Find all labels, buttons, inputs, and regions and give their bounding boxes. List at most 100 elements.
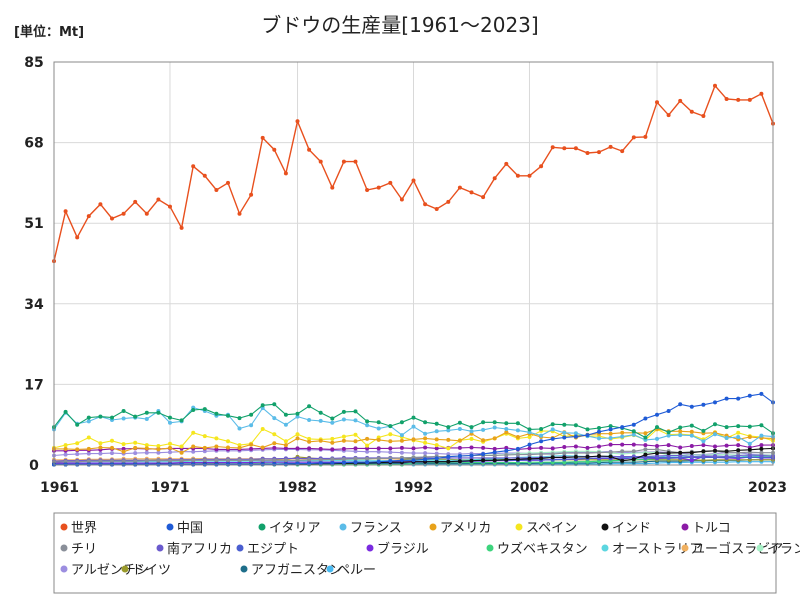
data-point [365, 188, 370, 192]
y-tick-label: 17 [24, 377, 43, 393]
data-point [539, 439, 544, 444]
legend-swatch [486, 544, 494, 552]
data-point [260, 445, 265, 450]
data-point [318, 446, 323, 451]
data-point [515, 435, 520, 439]
data-point [689, 444, 694, 448]
data-point [399, 197, 404, 202]
data-point [492, 453, 497, 458]
data-point [214, 447, 219, 452]
data-point [469, 445, 474, 450]
data-point [597, 426, 601, 430]
data-point [446, 454, 451, 459]
data-point [434, 451, 439, 456]
legend-label: イタリア [269, 521, 320, 536]
data-point [527, 435, 532, 439]
legend-item: チリ [60, 542, 97, 557]
x-tick-label: 1971 [150, 480, 189, 496]
data-point [527, 427, 532, 432]
data-point [527, 452, 532, 457]
grid-layer [53, 61, 774, 466]
data-point [678, 450, 683, 455]
data-point [573, 431, 578, 436]
legend-label: ペルー [337, 563, 376, 578]
data-point [191, 458, 196, 463]
data-point [689, 109, 694, 114]
data-point [295, 411, 300, 416]
data-point [237, 462, 242, 467]
data-point [249, 446, 254, 451]
data-point [399, 438, 404, 443]
data-point [550, 455, 555, 460]
data-point [330, 420, 335, 425]
data-point [272, 416, 277, 421]
data-point [98, 459, 103, 464]
data-point [713, 454, 717, 458]
data-point [249, 458, 254, 463]
data-point [110, 415, 114, 420]
data-point [133, 414, 138, 419]
data-point [678, 429, 683, 434]
data-point [573, 451, 578, 456]
data-point [295, 446, 300, 451]
data-point [585, 151, 590, 155]
data-point [759, 91, 764, 96]
legend-swatch [339, 523, 347, 531]
data-point [121, 446, 126, 451]
legend-swatch [601, 523, 609, 531]
data-point [655, 454, 659, 458]
data-point [539, 164, 544, 169]
data-point [214, 458, 219, 463]
y-tick-label: 85 [24, 55, 43, 71]
data-point [562, 422, 567, 427]
data-point [63, 446, 68, 451]
data-point [492, 420, 497, 425]
data-point [168, 458, 172, 463]
legend-label: アフガニスタン [251, 563, 342, 578]
data-point [631, 432, 636, 437]
legend-label: スペイン [526, 521, 577, 536]
data-point [481, 458, 486, 463]
data-point [307, 404, 312, 409]
legend-item: ペルー [326, 563, 376, 578]
data-point [689, 433, 694, 438]
data-point [457, 454, 462, 458]
data-point [75, 459, 80, 464]
data-point [341, 460, 346, 465]
data-point [353, 456, 358, 461]
data-point [353, 159, 358, 164]
data-point [388, 459, 393, 463]
data-point [341, 434, 346, 439]
data-point [330, 461, 335, 466]
legend-swatch [681, 544, 689, 552]
data-point [330, 416, 335, 421]
data-point [260, 406, 265, 411]
data-point [133, 440, 138, 445]
data-point [643, 435, 648, 440]
legend-swatch [326, 565, 334, 573]
data-point [689, 450, 694, 455]
legend-label: オーストラリア [612, 542, 702, 557]
data-point [701, 439, 706, 444]
data-point [376, 459, 381, 464]
legend-item: アルゼンチン [60, 563, 149, 578]
data-point [701, 402, 706, 407]
data-point [434, 456, 439, 461]
data-point [121, 442, 126, 447]
data-point [295, 414, 300, 419]
legend-item: エジプト [236, 542, 299, 557]
data-point [156, 447, 161, 452]
data-point [75, 447, 80, 452]
x-tick-labels: 1961 1971 1982 1992 2002 2013 2023 [40, 480, 787, 496]
data-point [481, 445, 486, 450]
data-point [63, 459, 68, 464]
y-tick-label: 68 [24, 136, 43, 152]
data-point [713, 83, 717, 88]
data-point [144, 443, 149, 448]
data-point [608, 424, 613, 429]
data-point [365, 456, 370, 461]
data-point [434, 421, 439, 426]
legend-item: 中国 [166, 521, 203, 536]
legend-item: 南アフリカ [156, 541, 232, 557]
data-point [747, 453, 752, 457]
